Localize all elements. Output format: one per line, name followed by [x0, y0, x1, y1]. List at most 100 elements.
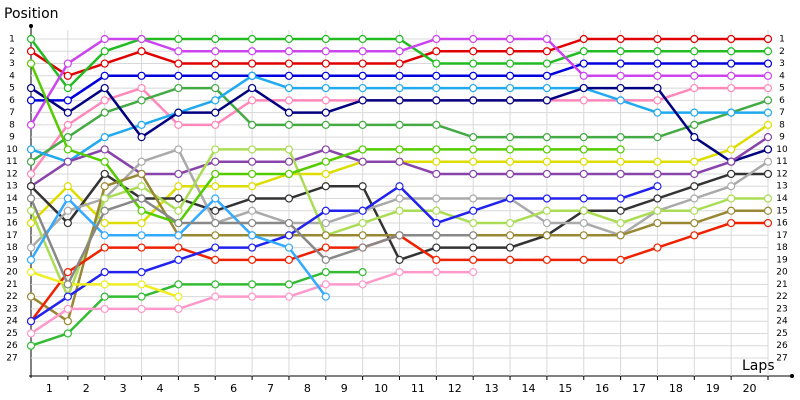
point: [653, 71, 662, 80]
point: [63, 157, 72, 166]
point: [653, 218, 662, 228]
point: [432, 83, 441, 93]
point: [763, 194, 773, 203]
point: [469, 157, 478, 166]
point: [690, 47, 699, 56]
point: [690, 182, 699, 191]
point: [211, 47, 220, 56]
point: [653, 83, 662, 93]
point: [63, 292, 72, 301]
point: [211, 83, 220, 93]
point: [763, 206, 773, 215]
y-tick-label: 6: [9, 96, 15, 106]
point: [63, 317, 72, 326]
point: [395, 96, 404, 105]
point: [653, 243, 662, 252]
y-tick-label: 13: [6, 182, 17, 192]
point: [211, 280, 220, 289]
x-tick-label: 11: [411, 382, 425, 395]
x-tick-label: 14: [521, 382, 535, 395]
point: [211, 169, 220, 179]
point: [137, 206, 146, 215]
y-tick-label-right: 7: [779, 108, 785, 118]
point: [395, 120, 404, 129]
point: [469, 268, 478, 277]
point: [284, 194, 294, 203]
point: [763, 108, 773, 117]
point: [727, 108, 736, 117]
point: [579, 206, 588, 215]
point: [26, 96, 36, 105]
point: [616, 255, 625, 264]
point: [26, 169, 36, 179]
x-tick-label: 12: [448, 382, 462, 395]
point: [763, 157, 773, 166]
point: [321, 83, 330, 93]
point: [469, 47, 478, 56]
point: [63, 218, 72, 228]
point: [26, 329, 36, 338]
point: [616, 34, 625, 44]
point: [505, 71, 515, 80]
point: [395, 145, 404, 154]
point: [100, 206, 109, 215]
point: [100, 280, 109, 289]
point: [653, 34, 662, 44]
x-tick-label: 1: [46, 382, 53, 395]
point: [395, 255, 404, 264]
point: [579, 34, 588, 44]
point: [690, 59, 699, 68]
point: [321, 243, 330, 252]
point: [100, 71, 109, 80]
point: [727, 47, 736, 56]
point: [211, 182, 220, 191]
point: [579, 145, 588, 154]
x-tick-label: 15: [558, 382, 572, 395]
y-tick-label-right: 15: [776, 206, 787, 216]
point: [26, 34, 36, 44]
point: [284, 71, 294, 80]
point: [395, 157, 404, 166]
y-tick-label: 12: [6, 169, 17, 179]
point: [579, 47, 588, 56]
point: [26, 157, 36, 166]
point: [137, 182, 146, 191]
point: [432, 169, 441, 179]
point: [395, 182, 404, 191]
point: [137, 280, 146, 289]
point: [616, 59, 625, 68]
y-tick-label: 14: [6, 194, 18, 204]
point: [63, 108, 72, 117]
y-tick-label-right: 18: [776, 243, 788, 253]
point: [432, 145, 441, 154]
point: [63, 182, 72, 191]
point: [321, 96, 330, 105]
point: [321, 47, 330, 56]
point: [579, 169, 588, 179]
point: [26, 292, 36, 301]
point: [284, 292, 294, 301]
point: [26, 218, 36, 228]
y-tick-label: 16: [6, 219, 18, 229]
point: [137, 157, 146, 166]
point: [248, 280, 257, 289]
x-tick-label: 13: [485, 382, 499, 395]
point: [653, 194, 662, 203]
point: [690, 71, 699, 80]
point: [469, 169, 478, 179]
point: [100, 133, 109, 142]
point: [727, 83, 736, 93]
y-tick-label-right: 11: [776, 157, 787, 167]
point: [211, 231, 220, 240]
point: [469, 231, 478, 240]
point: [248, 182, 257, 191]
series-line: [30, 184, 658, 323]
point: [174, 231, 183, 240]
y-tick-label-right: 9: [779, 133, 785, 143]
point: [284, 96, 294, 105]
point: [432, 47, 441, 56]
point: [248, 231, 257, 240]
point: [63, 145, 72, 154]
point: [763, 218, 773, 228]
